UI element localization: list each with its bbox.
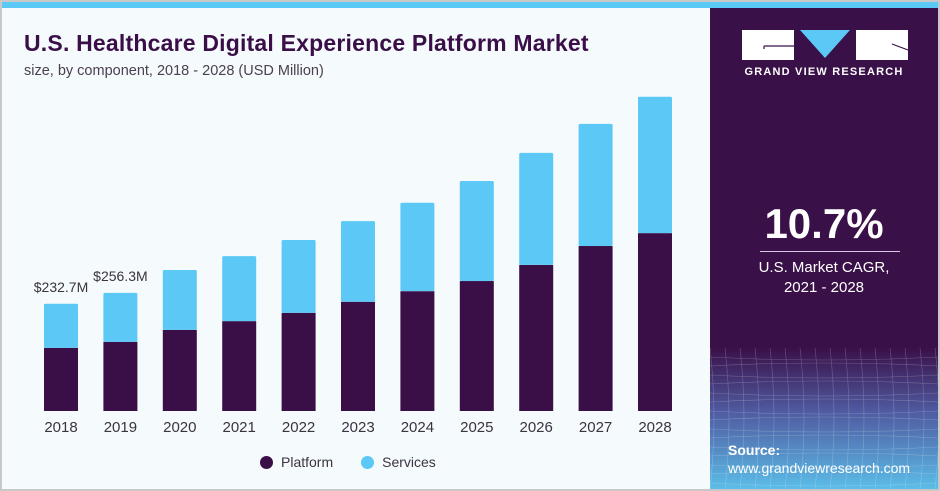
cagr-divider <box>760 251 900 252</box>
x-tick-label: 2019 <box>104 419 137 436</box>
x-tick-label: 2021 <box>223 419 256 436</box>
bar-services-2024 <box>400 202 435 292</box>
side-panel: GRAND VIEW RESEARCH 10.7% U.S. Market CA… <box>710 8 938 489</box>
bar-services-2027 <box>578 123 613 247</box>
bar-platform-2019 <box>103 341 138 411</box>
bar-platform-2020 <box>162 329 197 411</box>
bar-platform-2024 <box>400 291 435 411</box>
x-tick-label: 2022 <box>282 419 315 436</box>
bar-services-2026 <box>519 152 554 265</box>
cagr-label-line2: 2021 - 2028 <box>783 279 865 296</box>
legend-label-platform: Platform <box>281 454 334 470</box>
bar-platform-2022 <box>281 312 316 411</box>
x-tick-label: 2025 <box>460 419 493 436</box>
legend-label-services: Services <box>382 454 436 470</box>
stacked-bar-chart: 2018 2019 2020 2021 2022 2023 2024 2025 2026 2027… <box>34 96 672 436</box>
x-tick-label: 2028 <box>638 419 671 436</box>
bar-services-2022 <box>281 240 316 313</box>
bar-platform-2025 <box>459 281 494 411</box>
legend-dot-platform-icon <box>260 455 273 469</box>
source-url[interactable]: www.grandviewresearch.com <box>728 460 911 476</box>
bar-services-2023 <box>341 221 375 302</box>
bar-platform-2018 <box>44 347 78 411</box>
legend-dot-services-icon <box>361 455 375 469</box>
x-tick-label: 2018 <box>44 419 77 436</box>
cagr-label-line1: U.S. Market CAGR, <box>758 259 890 276</box>
x-tick-label: 2023 <box>341 419 374 436</box>
bar-platform-2023 <box>341 301 375 411</box>
cagr-value: 10.7% <box>764 200 884 247</box>
cagr-label: U.S. Market CAGR, 2021 - 2028 <box>710 258 938 298</box>
x-tick-label: 2027 <box>579 419 612 436</box>
data-label-2018: $232.7M <box>34 279 88 295</box>
legend: Platform Services <box>260 454 464 470</box>
bar-platform-2028 <box>638 233 672 411</box>
bar-services-2025 <box>459 181 494 282</box>
chart-title: U.S. Healthcare Digital Experience Platf… <box>24 30 589 56</box>
source-label: Source: <box>728 442 781 458</box>
bar-platform-2021 <box>222 321 257 411</box>
bar-platform-2027 <box>578 246 613 411</box>
mesh-background <box>710 344 938 489</box>
bar-services-2018 <box>44 303 78 348</box>
mesh-grid-icon <box>710 344 938 489</box>
data-label-2019: $256.3M <box>93 268 147 284</box>
bar-platform-2026 <box>519 264 554 411</box>
legend-item-platform: Platform <box>260 454 333 470</box>
bar-services-2020 <box>162 269 197 330</box>
gvr-logo-icon <box>742 30 908 60</box>
brand-name: GRAND VIEW RESEARCH <box>744 66 904 78</box>
x-tick-label: 2026 <box>520 419 553 436</box>
x-tick-label: 2024 <box>401 419 434 436</box>
bar-services-2019 <box>103 292 138 342</box>
legend-item-services: Services <box>361 454 436 470</box>
bar-services-2028 <box>638 96 672 234</box>
x-tick-label: 2020 <box>163 419 196 436</box>
top-accent-bar <box>2 2 938 8</box>
bar-services-2021 <box>222 256 257 322</box>
chart-subtitle: size, by component, 2018 - 2028 (USD Mil… <box>24 63 324 79</box>
